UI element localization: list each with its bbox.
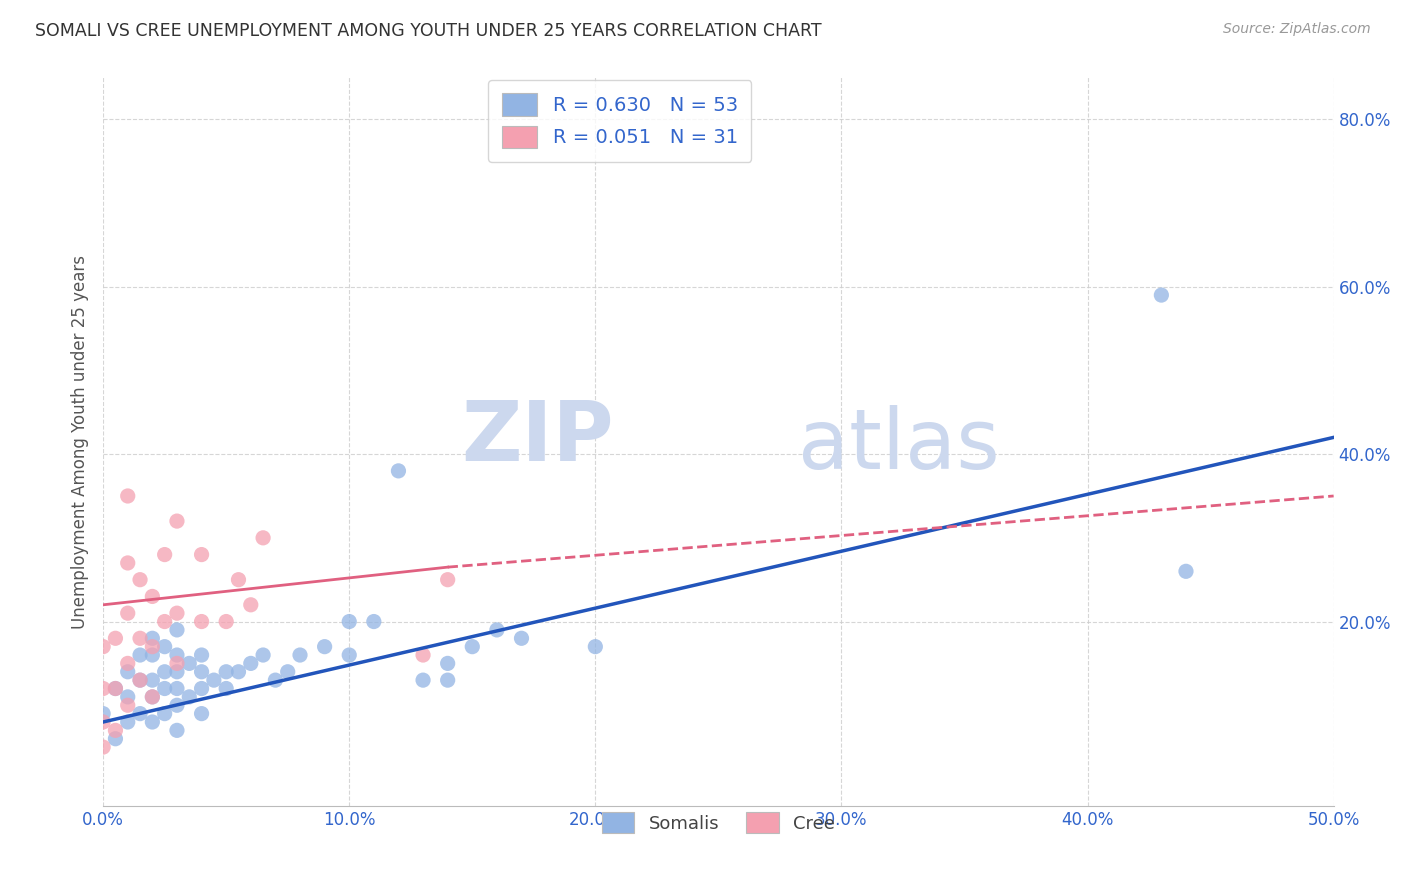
Point xyxy=(190,681,212,696)
Point xyxy=(215,665,238,679)
Point xyxy=(129,673,152,687)
Point xyxy=(485,623,508,637)
Point xyxy=(141,590,163,604)
Point xyxy=(104,723,127,738)
Point xyxy=(166,665,188,679)
Point xyxy=(129,632,152,646)
Point xyxy=(436,573,458,587)
Point xyxy=(190,615,212,629)
Point xyxy=(117,698,139,713)
Point xyxy=(190,648,212,662)
Point xyxy=(153,640,176,654)
Point xyxy=(141,714,163,729)
Point xyxy=(91,740,114,755)
Point xyxy=(215,615,238,629)
Text: SOMALI VS CREE UNEMPLOYMENT AMONG YOUTH UNDER 25 YEARS CORRELATION CHART: SOMALI VS CREE UNEMPLOYMENT AMONG YOUTH … xyxy=(35,22,821,40)
Point xyxy=(117,556,139,570)
Point xyxy=(141,673,163,687)
Point xyxy=(228,573,250,587)
Point xyxy=(129,573,152,587)
Point xyxy=(215,681,238,696)
Legend: Somalis, Cree: Somalis, Cree xyxy=(591,802,846,844)
Point xyxy=(91,681,114,696)
Point xyxy=(153,548,176,562)
Point xyxy=(461,640,484,654)
Point xyxy=(436,673,458,687)
Point xyxy=(91,714,114,729)
Point xyxy=(129,673,152,687)
Point xyxy=(252,648,274,662)
Point xyxy=(153,706,176,721)
Point xyxy=(166,657,188,671)
Point xyxy=(314,640,336,654)
Point xyxy=(190,706,212,721)
Point xyxy=(117,665,139,679)
Point xyxy=(117,657,139,671)
Point xyxy=(166,681,188,696)
Point xyxy=(1175,564,1198,578)
Point xyxy=(104,681,127,696)
Point xyxy=(252,531,274,545)
Point xyxy=(337,615,360,629)
Y-axis label: Unemployment Among Youth under 25 years: Unemployment Among Youth under 25 years xyxy=(72,254,89,629)
Point xyxy=(583,640,606,654)
Point xyxy=(104,632,127,646)
Point xyxy=(166,514,188,528)
Point xyxy=(166,623,188,637)
Point xyxy=(436,657,458,671)
Point xyxy=(117,690,139,704)
Point xyxy=(117,489,139,503)
Point xyxy=(190,548,212,562)
Point xyxy=(104,681,127,696)
Point xyxy=(166,606,188,620)
Point xyxy=(228,665,250,679)
Point xyxy=(166,698,188,713)
Point xyxy=(412,648,434,662)
Point xyxy=(141,690,163,704)
Point xyxy=(387,464,409,478)
Point xyxy=(141,632,163,646)
Point xyxy=(153,615,176,629)
Point xyxy=(277,665,299,679)
Point xyxy=(166,723,188,738)
Point xyxy=(202,673,225,687)
Point xyxy=(179,690,201,704)
Point xyxy=(141,690,163,704)
Point xyxy=(412,673,434,687)
Point xyxy=(288,648,311,662)
Point xyxy=(153,665,176,679)
Point xyxy=(337,648,360,662)
Point xyxy=(239,657,262,671)
Text: atlas: atlas xyxy=(799,405,1000,486)
Point xyxy=(117,714,139,729)
Text: Source: ZipAtlas.com: Source: ZipAtlas.com xyxy=(1223,22,1371,37)
Point xyxy=(129,706,152,721)
Point xyxy=(104,731,127,746)
Point xyxy=(239,598,262,612)
Point xyxy=(117,606,139,620)
Point xyxy=(141,640,163,654)
Point xyxy=(190,665,212,679)
Point xyxy=(141,648,163,662)
Point xyxy=(166,648,188,662)
Point xyxy=(153,681,176,696)
Point xyxy=(510,632,533,646)
Text: ZIP: ZIP xyxy=(461,398,614,478)
Point xyxy=(91,640,114,654)
Point xyxy=(91,706,114,721)
Point xyxy=(129,648,152,662)
Point xyxy=(179,657,201,671)
Point xyxy=(264,673,287,687)
Point xyxy=(363,615,385,629)
Point xyxy=(1150,288,1173,302)
